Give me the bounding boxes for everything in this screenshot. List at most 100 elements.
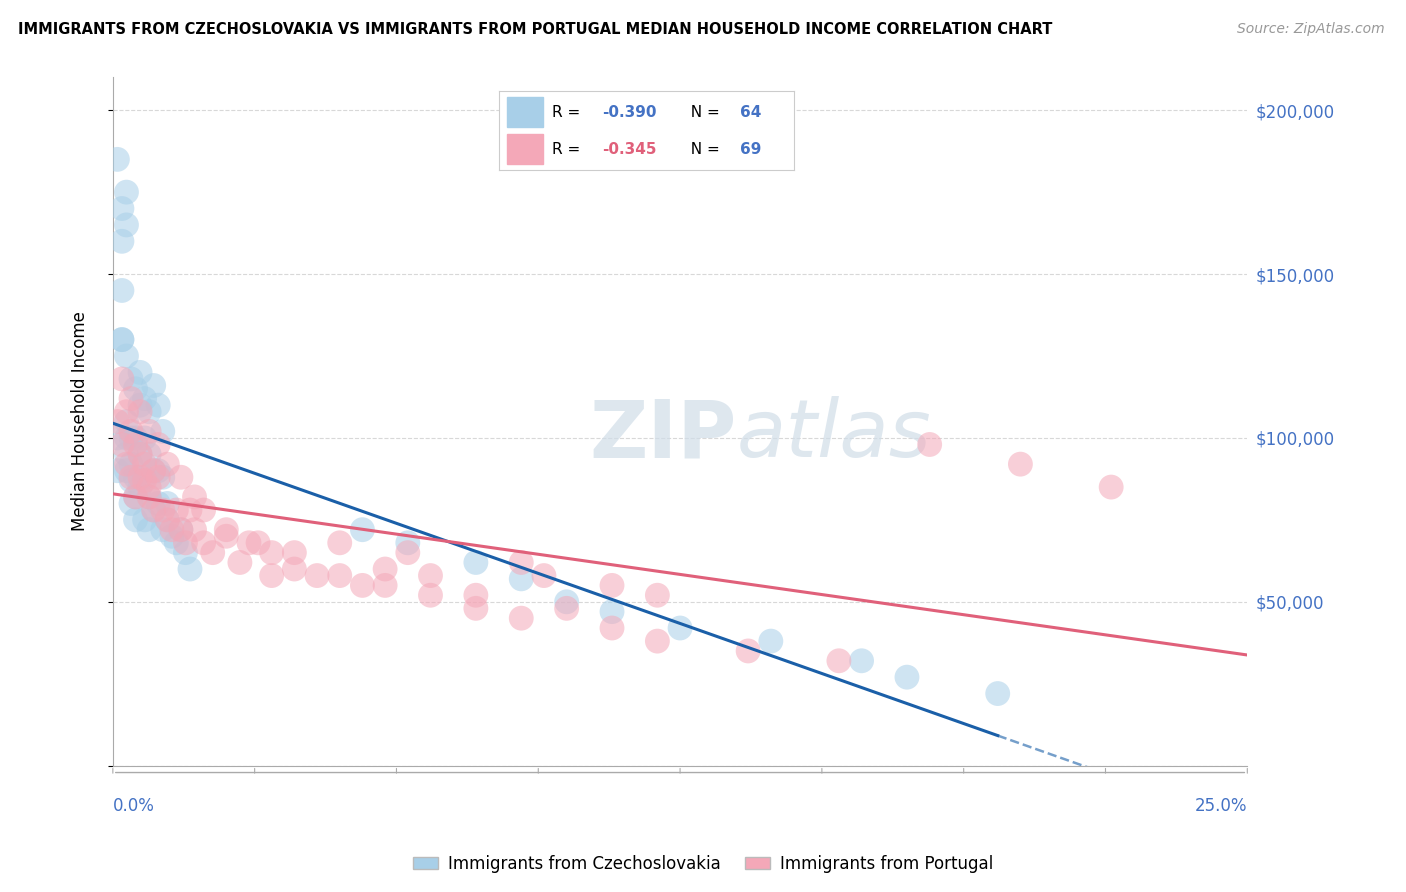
Point: [111, 284, 134, 298]
Point: [759, 634, 782, 648]
Point: [283, 562, 305, 576]
Point: [160, 523, 183, 537]
Point: [138, 447, 160, 461]
Point: [120, 457, 142, 471]
Point: [129, 398, 152, 412]
Point: [134, 470, 156, 484]
Point: [105, 415, 128, 429]
Point: [111, 372, 134, 386]
Point: [260, 546, 283, 560]
Point: [124, 470, 146, 484]
Point: [374, 578, 396, 592]
Point: [134, 513, 156, 527]
Point: [134, 457, 156, 471]
Point: [600, 621, 623, 635]
Point: [148, 464, 170, 478]
Point: [170, 470, 193, 484]
Point: [329, 536, 352, 550]
Point: [170, 523, 193, 537]
Point: [124, 382, 146, 396]
Point: [152, 523, 174, 537]
Point: [124, 437, 146, 451]
Point: [238, 536, 260, 550]
Point: [111, 333, 134, 347]
Point: [120, 474, 142, 488]
Point: [138, 405, 160, 419]
Point: [419, 588, 441, 602]
Point: [120, 470, 142, 484]
Point: [183, 490, 205, 504]
Point: [156, 496, 179, 510]
Point: [156, 513, 179, 527]
Point: [229, 556, 252, 570]
Point: [600, 578, 623, 592]
Point: [124, 490, 146, 504]
Point: [115, 464, 138, 478]
Point: [142, 503, 165, 517]
Point: [600, 605, 623, 619]
Text: 0.0%: 0.0%: [112, 797, 155, 814]
Point: [115, 349, 138, 363]
Point: [120, 425, 142, 439]
Point: [987, 687, 1010, 701]
Point: [148, 470, 170, 484]
Point: [134, 431, 156, 445]
Text: atlas: atlas: [737, 396, 932, 475]
Point: [129, 447, 152, 461]
Point: [148, 437, 170, 451]
Point: [179, 503, 201, 517]
Point: [105, 464, 128, 478]
Point: [396, 536, 419, 550]
Point: [1010, 457, 1032, 471]
Point: [215, 523, 238, 537]
Point: [896, 670, 918, 684]
Point: [120, 392, 142, 406]
Point: [111, 437, 134, 451]
Point: [165, 503, 187, 517]
Point: [129, 480, 152, 494]
Point: [138, 425, 160, 439]
Point: [247, 536, 270, 550]
Point: [329, 568, 352, 582]
Point: [142, 464, 165, 478]
Legend: Immigrants from Czechoslovakia, Immigrants from Portugal: Immigrants from Czechoslovakia, Immigran…: [406, 848, 1000, 880]
Point: [174, 536, 197, 550]
Point: [174, 546, 197, 560]
Point: [737, 644, 759, 658]
Text: ZIP: ZIP: [589, 396, 737, 475]
Point: [555, 595, 578, 609]
Text: Source: ZipAtlas.com: Source: ZipAtlas.com: [1237, 22, 1385, 37]
Point: [115, 457, 138, 471]
Point: [352, 578, 374, 592]
Y-axis label: Median Household Income: Median Household Income: [72, 311, 89, 532]
Point: [138, 480, 160, 494]
Point: [179, 562, 201, 576]
Point: [260, 568, 283, 582]
Point: [647, 634, 669, 648]
Point: [419, 568, 441, 582]
Point: [138, 523, 160, 537]
Point: [115, 185, 138, 199]
Point: [669, 621, 692, 635]
Point: [152, 425, 174, 439]
Point: [152, 470, 174, 484]
Point: [129, 405, 152, 419]
Point: [201, 546, 224, 560]
Point: [464, 601, 486, 615]
Point: [129, 470, 152, 484]
Point: [1099, 480, 1122, 494]
Point: [160, 529, 183, 543]
Point: [105, 431, 128, 445]
Point: [183, 523, 205, 537]
Point: [134, 392, 156, 406]
Point: [129, 447, 152, 461]
Point: [120, 372, 142, 386]
Point: [105, 153, 128, 167]
Point: [138, 490, 160, 504]
Point: [156, 513, 179, 527]
Point: [828, 654, 851, 668]
Point: [464, 556, 486, 570]
Point: [111, 235, 134, 249]
Point: [533, 568, 555, 582]
Point: [510, 611, 533, 625]
